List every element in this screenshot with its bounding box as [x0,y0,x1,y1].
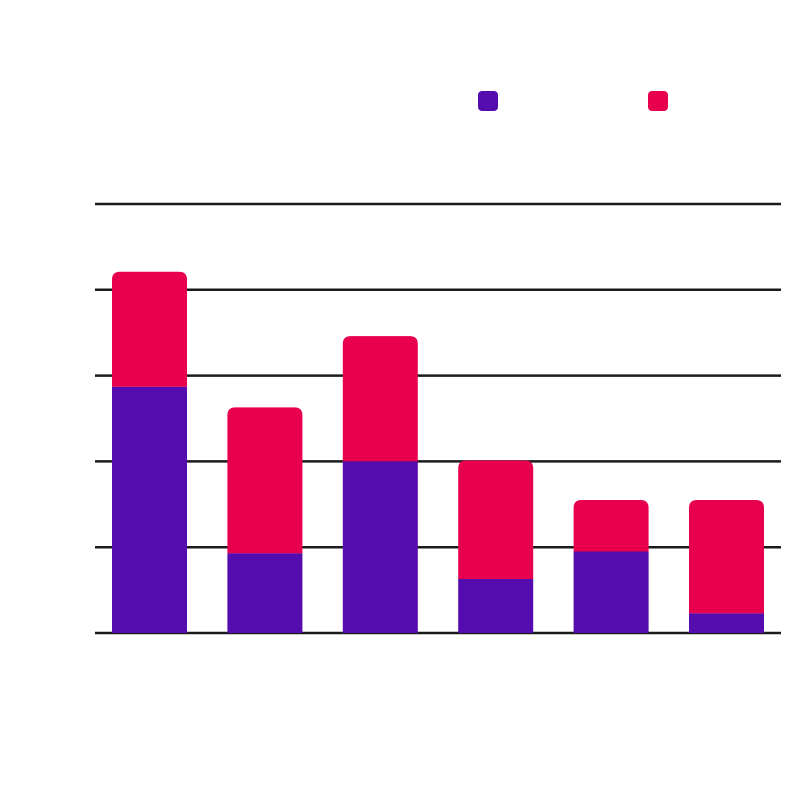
legend-swatch-series-1 [478,91,498,111]
bar-segment-series-1-category-6 [689,613,764,633]
bar-segment-series-2-category-4 [458,460,534,579]
bar-segment-series-2-category-6 [689,500,764,614]
legend [478,91,668,111]
bar-segment-series-2-category-3 [342,336,418,462]
bars [112,271,764,633]
bar-segment-series-2-category-1 [112,271,187,387]
gridlines [95,202,781,635]
bar-segment-series-1-category-4 [458,578,534,633]
bar-segment-series-1-category-1 [112,386,187,633]
bar-segment-series-2-category-2 [227,407,303,554]
bar-segment-series-2-category-5 [573,500,649,552]
bar-segment-series-1-category-5 [573,551,649,633]
bar-segment-series-1-category-2 [227,553,303,633]
legend-swatch-series-2 [648,91,668,111]
bar-segment-series-1-category-3 [342,461,418,633]
